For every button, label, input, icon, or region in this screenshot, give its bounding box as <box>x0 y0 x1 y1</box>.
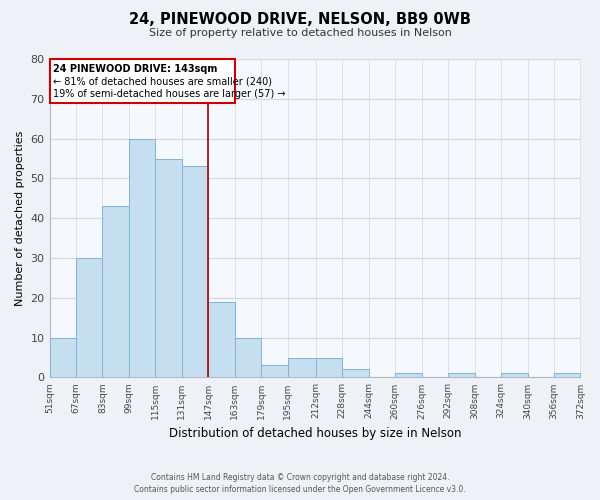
Y-axis label: Number of detached properties: Number of detached properties <box>15 130 25 306</box>
Bar <box>103 206 129 378</box>
Bar <box>182 166 208 378</box>
Bar <box>395 374 422 378</box>
Bar <box>501 374 527 378</box>
Text: 24, PINEWOOD DRIVE, NELSON, BB9 0WB: 24, PINEWOOD DRIVE, NELSON, BB9 0WB <box>129 12 471 28</box>
Bar <box>448 374 475 378</box>
Bar <box>76 258 103 378</box>
X-axis label: Distribution of detached houses by size in Nelson: Distribution of detached houses by size … <box>169 427 461 440</box>
Bar <box>155 158 182 378</box>
Text: 19% of semi-detached houses are larger (57) →: 19% of semi-detached houses are larger (… <box>53 89 286 99</box>
Bar <box>50 59 235 103</box>
Text: ← 81% of detached houses are smaller (240): ← 81% of detached houses are smaller (24… <box>53 77 272 87</box>
Text: Contains HM Land Registry data © Crown copyright and database right 2024.
Contai: Contains HM Land Registry data © Crown c… <box>134 472 466 494</box>
Bar <box>50 338 76 378</box>
Bar <box>261 366 288 378</box>
Bar <box>235 338 261 378</box>
Text: 24 PINEWOOD DRIVE: 143sqm: 24 PINEWOOD DRIVE: 143sqm <box>53 64 217 74</box>
Text: Size of property relative to detached houses in Nelson: Size of property relative to detached ho… <box>149 28 451 38</box>
Bar <box>554 374 580 378</box>
Bar <box>208 302 235 378</box>
Bar <box>129 138 155 378</box>
Bar <box>343 370 369 378</box>
Bar <box>316 358 343 378</box>
Bar <box>288 358 316 378</box>
